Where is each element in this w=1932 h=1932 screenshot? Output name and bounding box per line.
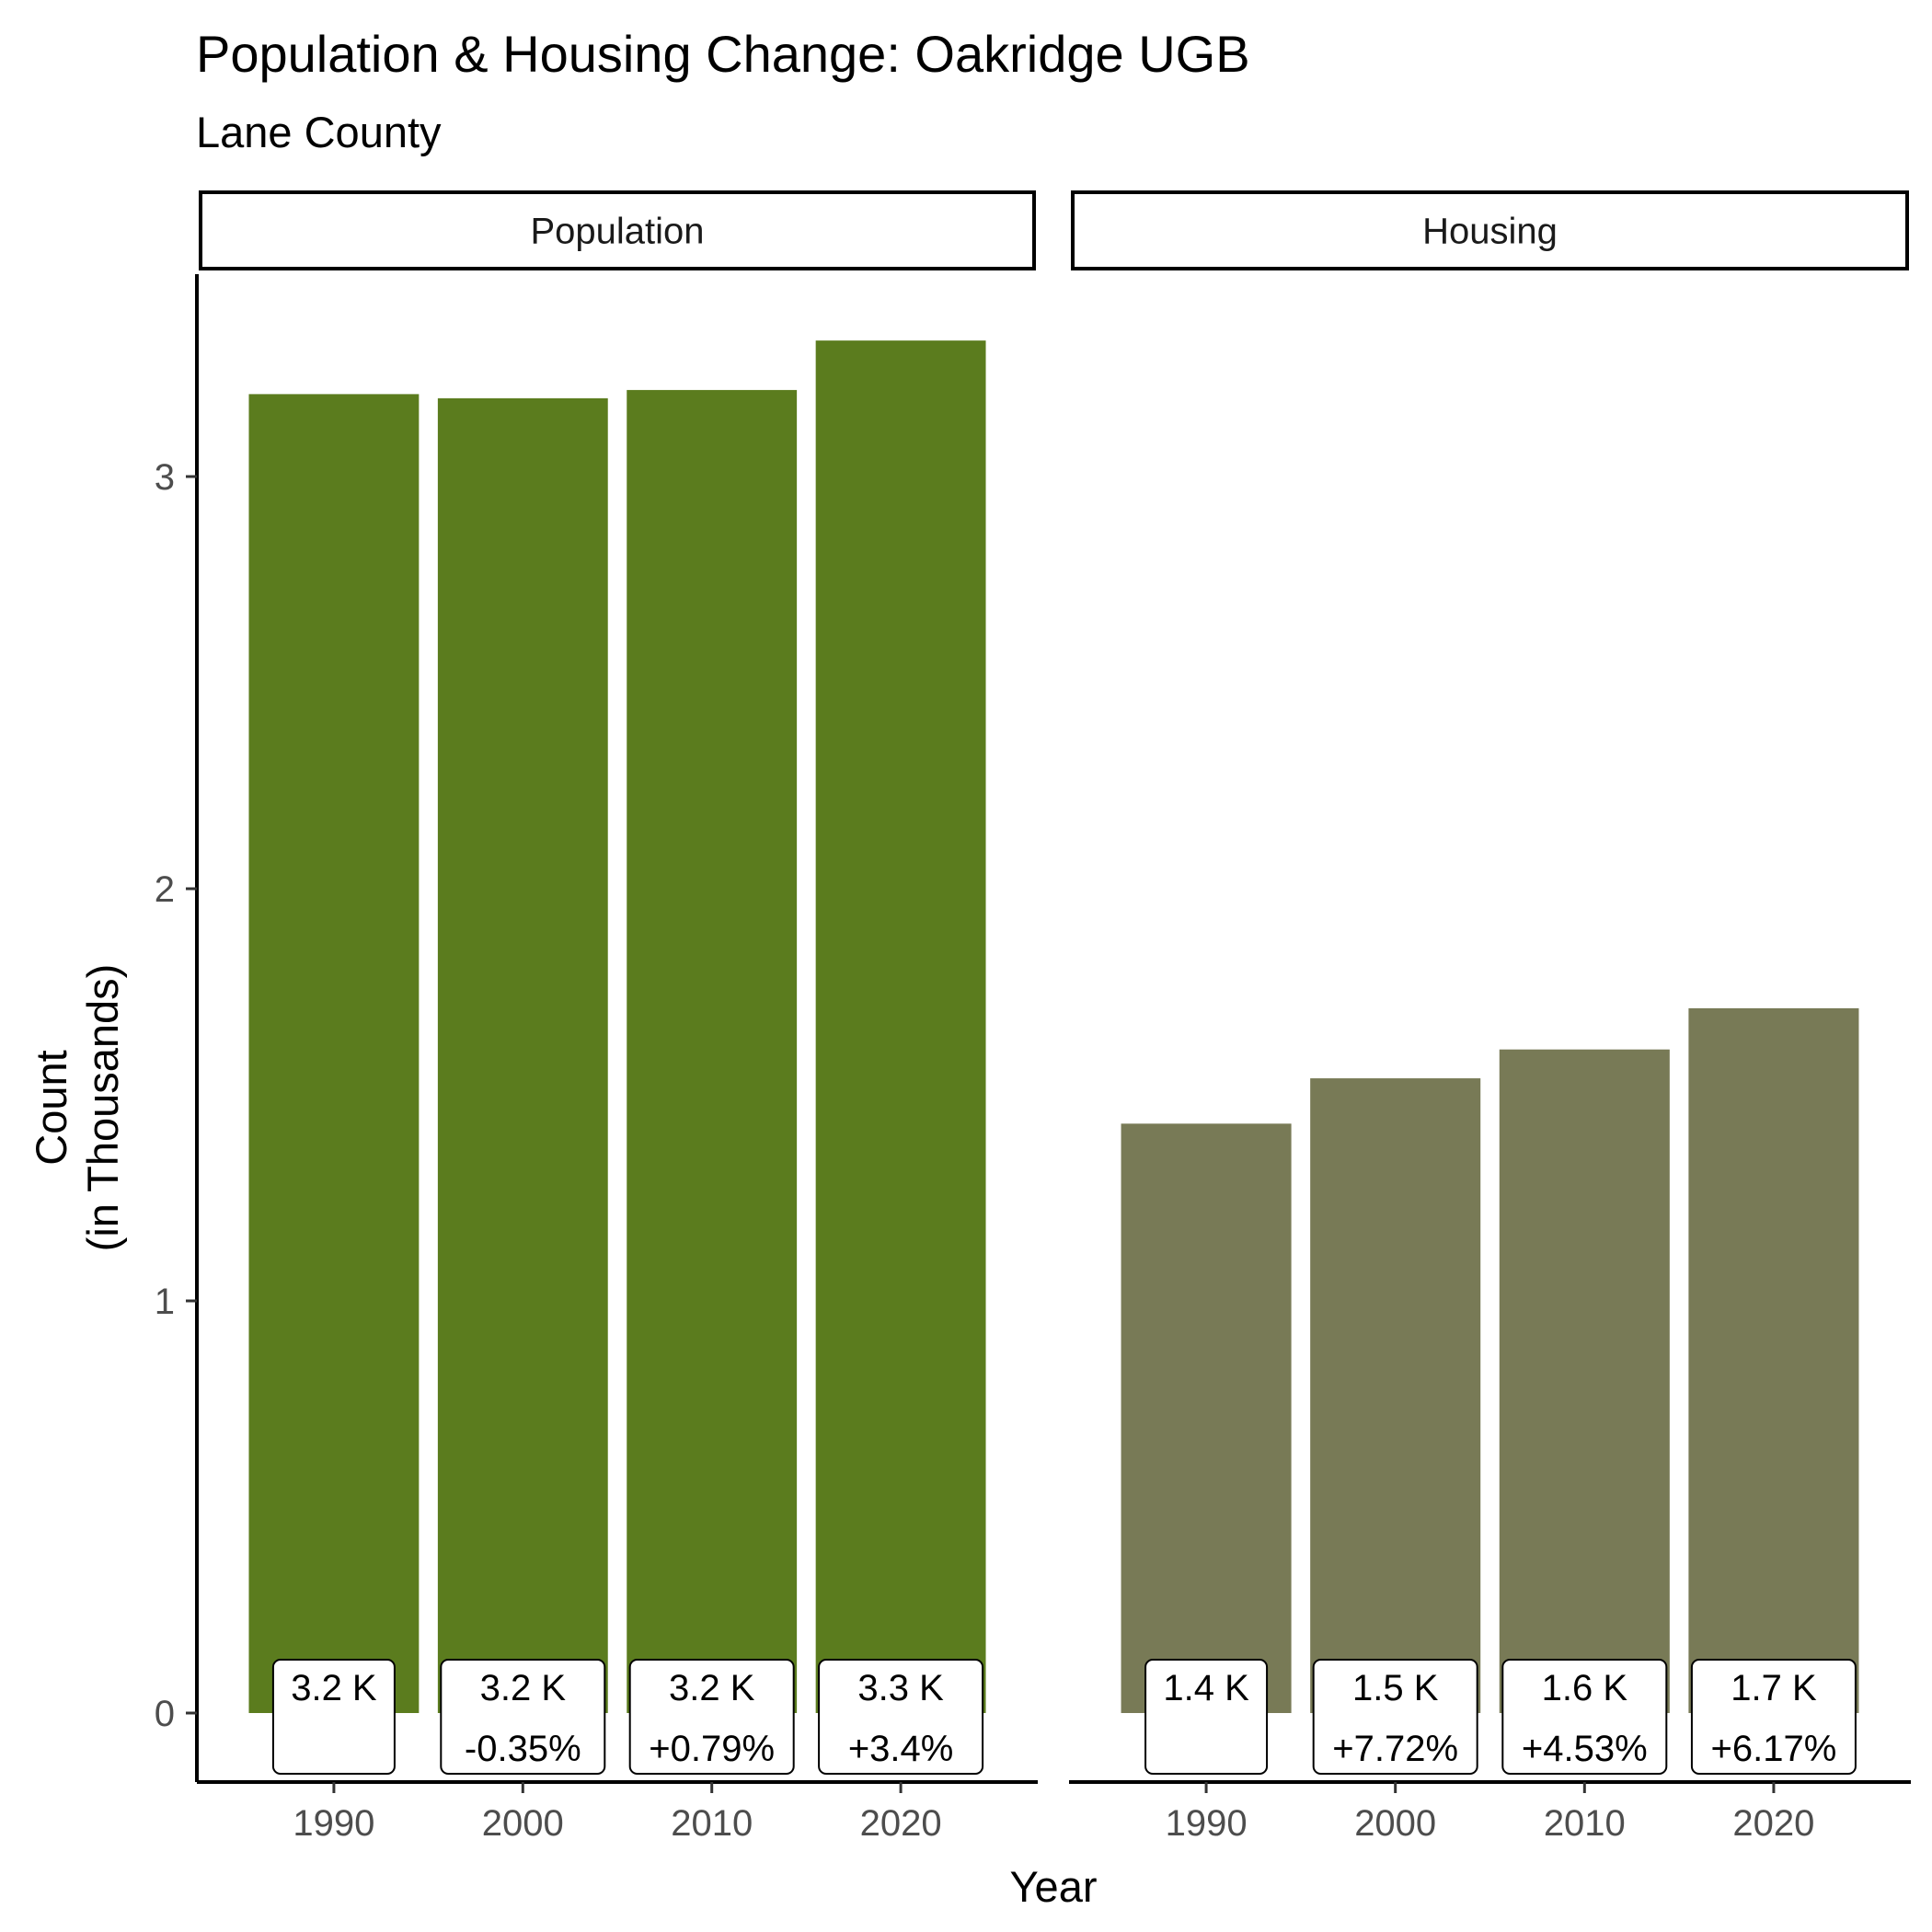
bar: [248, 394, 420, 1713]
plot-area: Population 3.2 K 1990 3.2 K -0.35% 2000 3.2 K +…: [155, 190, 1911, 1844]
data-label-value: 1.7 K: [1731, 1668, 1817, 1708]
facet-strip: [199, 190, 1036, 270]
y-tick-label: 0: [155, 1694, 175, 1734]
data-label-box: [271, 1659, 396, 1775]
facet-strip-label: Housing: [1422, 212, 1558, 252]
x-tick-label: 1990: [1166, 1803, 1248, 1844]
x-tick-label: 2010: [1544, 1803, 1626, 1844]
x-tick-label: 1990: [293, 1803, 374, 1844]
data-label-box: [818, 1659, 984, 1775]
y-tick-label: 2: [155, 869, 175, 910]
data-label-change: -0.35%: [465, 1729, 581, 1769]
x-tick-label: 2000: [482, 1803, 564, 1844]
facet-strip: [1071, 190, 1909, 270]
x-tick-label: 2000: [1354, 1803, 1436, 1844]
data-label-change: +7.72%: [1332, 1729, 1458, 1769]
data-label-value: 1.5 K: [1352, 1668, 1439, 1708]
data-label-box: [440, 1659, 606, 1775]
y-axis-title-line1: Count: [27, 1050, 75, 1165]
chart-title: Population & Housing Change: Oakridge UG…: [196, 25, 1250, 83]
bar: [1688, 1007, 1859, 1713]
data-label-box: [628, 1659, 795, 1775]
y-axis-title-line2: (in Thousands): [78, 964, 127, 1252]
data-label-change: +4.53%: [1522, 1729, 1648, 1769]
data-label-change: +0.79%: [649, 1729, 775, 1769]
bar: [627, 389, 798, 1713]
bar: [1310, 1078, 1481, 1713]
data-label-value: 1.4 K: [1163, 1668, 1249, 1708]
facet-strip-label: Population: [530, 212, 704, 252]
data-label-value: 3.2 K: [669, 1668, 755, 1708]
x-axis-title: Year: [1010, 1862, 1098, 1911]
data-label-change: +3.4%: [848, 1729, 954, 1769]
x-tick-label: 2020: [860, 1803, 942, 1844]
x-tick-label: 2020: [1732, 1803, 1814, 1844]
bar: [437, 397, 608, 1713]
x-tick-label: 2010: [671, 1803, 753, 1844]
data-label-box: [1144, 1659, 1269, 1775]
chart-subtitle: Lane County: [196, 108, 442, 156]
y-tick-label: 1: [155, 1282, 175, 1322]
data-label-value: 3.2 K: [480, 1668, 567, 1708]
data-label-box: [1312, 1659, 1478, 1775]
data-label-value: 3.2 K: [291, 1668, 377, 1708]
data-label-value: 3.3 K: [857, 1668, 944, 1708]
data-label-box: [1690, 1659, 1857, 1775]
y-axis-title: Count (in Thousands): [27, 964, 127, 1252]
data-label-value: 1.6 K: [1542, 1668, 1628, 1708]
bar: [1121, 1123, 1292, 1713]
data-label-box: [1501, 1659, 1668, 1775]
data-label-change: +6.17%: [1711, 1729, 1837, 1769]
bar: [1499, 1049, 1670, 1713]
bar: [815, 340, 986, 1713]
y-tick-label: 3: [155, 457, 175, 498]
